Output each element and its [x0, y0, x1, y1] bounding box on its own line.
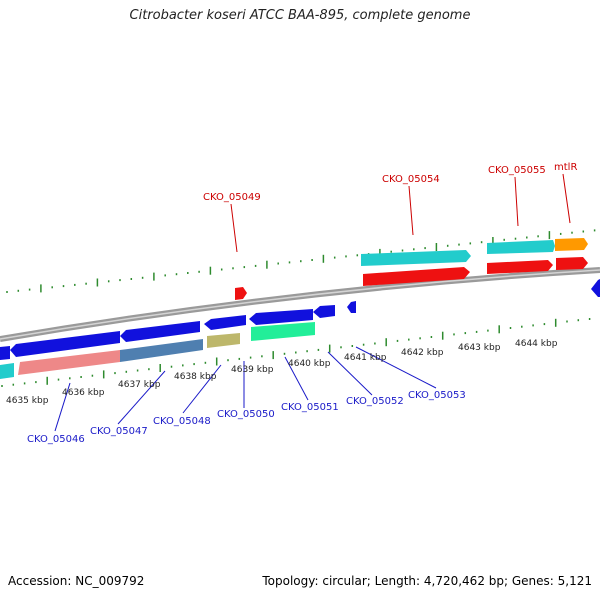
gene-bar-cko-05054-teal[interactable]: [361, 250, 471, 266]
gene-arrow-cko-05046[interactable]: [0, 346, 10, 360]
gene-label-cko-05054[interactable]: CKO_05054: [382, 174, 440, 185]
lower-tick-track: [1, 318, 591, 387]
bottom-gene-labels: CKO_05046 CKO_05047 CKO_05048 CKO_05050 …: [27, 390, 466, 445]
gene-arrow-cko-05048[interactable]: [120, 321, 200, 342]
scale-label: 4635 kbp: [6, 396, 49, 406]
gene-bar-cko-05050-khaki[interactable]: [207, 333, 240, 348]
gene-arrow-cko-05052[interactable]: [313, 305, 335, 318]
gene-arrow-cko-05054[interactable]: [363, 267, 470, 286]
gene-arrow-right-edge[interactable]: [591, 279, 600, 297]
gene-label-cko-05046[interactable]: CKO_05046: [27, 434, 85, 445]
scale-label: 4641 kbp: [344, 353, 387, 363]
scale-label: 4637 kbp: [118, 380, 161, 390]
scale-label: 4638 kbp: [174, 372, 217, 382]
gene-arrow-cko-05049[interactable]: [235, 287, 247, 300]
scale-label: 4644 kbp: [515, 339, 558, 349]
map-title: Citrobacter koseri ATCC BAA-895, complet…: [129, 8, 471, 23]
scale-label: 4642 kbp: [401, 348, 444, 358]
scale-label: 4643 kbp: [458, 343, 501, 353]
gene-bar-cko-05046-teal[interactable]: [0, 363, 14, 379]
gene-arrow-cko-05047[interactable]: [10, 331, 120, 357]
gene-label-cko-05047[interactable]: CKO_05047: [90, 426, 148, 437]
gene-arrow-cko-05050[interactable]: [204, 315, 246, 330]
gene-label-cko-05048[interactable]: CKO_05048: [153, 416, 211, 427]
gene-bar-cko-05047-salmon[interactable]: [18, 350, 120, 375]
scale-labels: 4635 kbp 4636 kbp 4637 kbp 4638 kbp 4639…: [6, 339, 558, 406]
top-leader-lines: [230, 173, 571, 253]
accession-text: Accession: NC_009792: [8, 574, 145, 588]
gene-label-cko-05055[interactable]: CKO_05055: [488, 165, 546, 176]
gene-label-cko-05049[interactable]: CKO_05049: [203, 192, 261, 203]
scale-label: 4636 kbp: [62, 388, 105, 398]
gene-label-cko-05053[interactable]: CKO_05053: [408, 390, 466, 401]
gene-label-cko-05052[interactable]: CKO_05052: [346, 396, 404, 407]
gene-features: [0, 238, 600, 379]
gene-label-cko-05050[interactable]: CKO_05050: [217, 409, 275, 420]
gene-bar-cko-05048-steel[interactable]: [120, 339, 203, 362]
top-gene-labels: CKO_05049 CKO_05054 CKO_05055 mtlR: [203, 162, 577, 203]
backbone: [0, 267, 600, 342]
scale-label: 4639 kbp: [231, 365, 274, 375]
bottom-leader-lines: [54, 346, 437, 432]
gene-arrow-cko-05051[interactable]: [249, 309, 313, 325]
gene-arrow-mtlr[interactable]: [556, 257, 588, 270]
gene-label-mtlr[interactable]: mtlR: [554, 162, 577, 173]
scale-label: 4640 kbp: [288, 359, 331, 369]
upper-tick-track: [6, 229, 596, 293]
genome-info-text: Topology: circular; Length: 4,720,462 bp…: [262, 574, 592, 588]
gene-arrow-cko-05055[interactable]: [487, 260, 553, 274]
gene-arrow-cko-05053[interactable]: [347, 301, 356, 313]
gene-bar-cko-05055-teal[interactable]: [487, 240, 555, 254]
gene-bar-mtlr-orange[interactable]: [555, 238, 588, 251]
gene-bar-cko-05051-spring[interactable]: [251, 322, 315, 341]
gene-label-cko-05051[interactable]: CKO_05051: [281, 402, 339, 413]
